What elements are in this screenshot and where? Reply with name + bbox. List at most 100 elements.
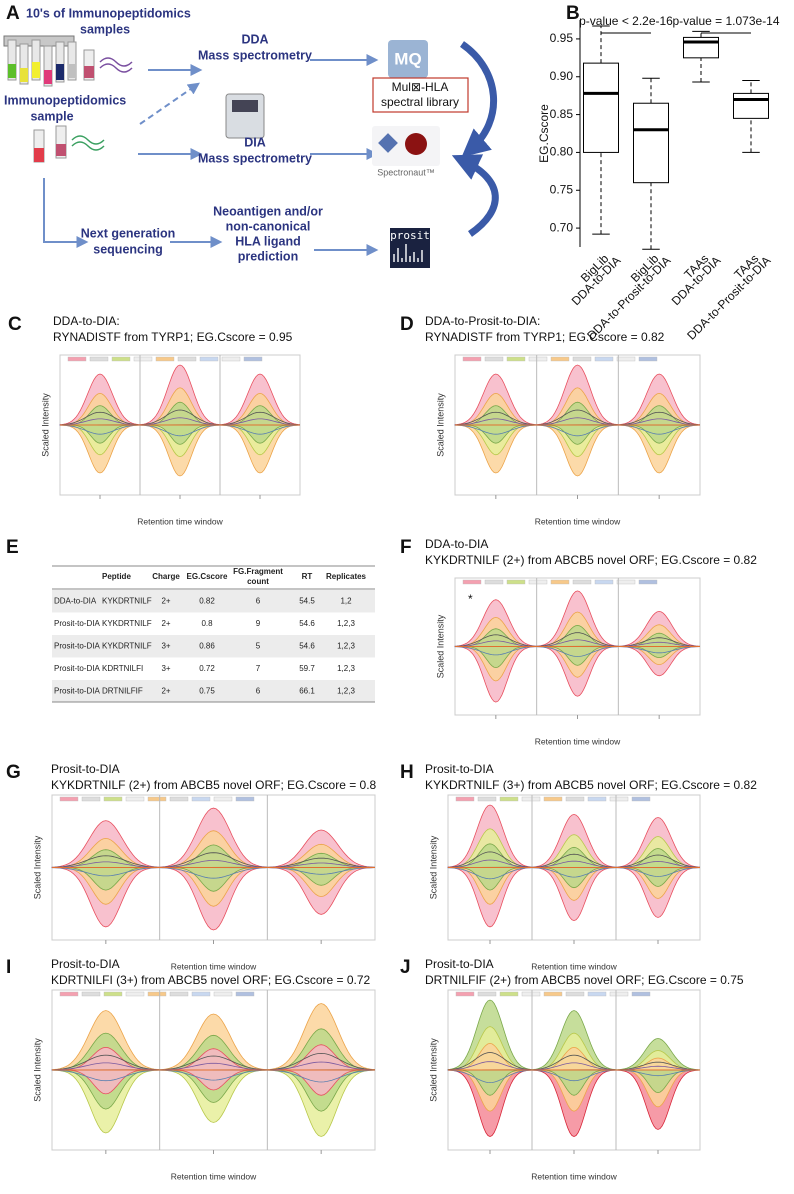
table-cell: 0.75 — [199, 687, 215, 696]
trace-line — [51, 1069, 160, 1082]
legend-swatch — [506, 356, 526, 362]
legend-swatch — [565, 796, 585, 802]
table-cell: 54.6 — [299, 642, 315, 651]
trace-line — [159, 852, 268, 868]
table-cell: 1,2,3 — [337, 619, 355, 628]
trace-line — [159, 860, 268, 868]
trace-line — [266, 1061, 376, 1071]
trace-line — [615, 1069, 701, 1077]
legend-swatch — [521, 991, 541, 997]
table-header: RT — [302, 572, 313, 581]
panel-title: KYKDRTNILF (2+) from ABCB5 novel ORF; EG… — [425, 553, 757, 567]
legend-swatch — [609, 991, 629, 997]
table-cell: 2+ — [161, 619, 170, 628]
table-cell: 0.82 — [199, 597, 215, 606]
panel-title: RYNADISTF from TYRP1; EG.Cscore = 0.95 — [53, 330, 293, 344]
y-axis-label: Scaled Intensity — [32, 1038, 42, 1102]
trace-line — [266, 862, 376, 868]
trace-line — [159, 1062, 268, 1071]
trace-line — [531, 860, 617, 868]
workflow-text: 10's of Immunopeptidomics — [26, 6, 191, 20]
legend-swatch — [235, 991, 255, 997]
panel-letter: J — [400, 957, 411, 978]
trace-line — [617, 424, 701, 435]
trace-line — [59, 424, 141, 435]
legend-swatch — [484, 356, 504, 362]
trace-line — [447, 1069, 533, 1084]
legend-swatch — [199, 356, 219, 362]
table-row-bg — [52, 680, 375, 703]
panel-title: KDRTNILFI (3+) from ABCB5 novel ORF; EG.… — [51, 973, 371, 987]
trace-line — [447, 1061, 533, 1071]
trace-line — [536, 639, 619, 647]
workflow-text: samples — [80, 22, 130, 36]
panel-letter: A — [6, 3, 20, 24]
trace-line — [617, 641, 701, 647]
workflow-text: Next generation — [81, 226, 175, 240]
trace-line — [536, 424, 619, 437]
trace-line — [447, 867, 533, 880]
workflow-text: DDA — [241, 32, 268, 46]
library-text: Mul⊠-HLA — [392, 80, 449, 94]
trace-line — [615, 854, 701, 868]
legend-swatch — [125, 991, 145, 997]
table-cell: Prosit-to-DIA — [54, 642, 100, 651]
table-cell: 54.5 — [299, 597, 315, 606]
legend-swatch — [550, 579, 570, 585]
table-cell: 0.86 — [199, 642, 215, 651]
legend-swatch — [455, 796, 475, 802]
trace-line — [531, 867, 617, 878]
legend-swatch — [103, 796, 123, 802]
x-axis-label: Retention time window — [535, 516, 621, 526]
legend-swatch — [462, 579, 482, 585]
legend-swatch — [191, 991, 211, 997]
table-cell: 0.72 — [199, 664, 215, 673]
legend-swatch — [638, 356, 658, 362]
legend-swatch — [191, 796, 211, 802]
trace-line — [617, 418, 701, 426]
legend-swatch — [462, 356, 482, 362]
table-cell: Prosit-to-DIA — [54, 619, 100, 628]
legend-swatch — [565, 991, 585, 997]
legend-swatch — [169, 796, 189, 802]
panel-letter: B — [566, 3, 580, 24]
trace-line — [536, 417, 619, 426]
legend-swatch — [235, 796, 255, 802]
x-axis-label: Retention time window — [531, 961, 617, 971]
y-axis-label: Scaled Intensity — [435, 393, 445, 457]
legend-swatch — [477, 796, 497, 802]
table-cell: 2+ — [161, 687, 170, 696]
legend-swatch — [587, 796, 607, 802]
trace-line — [266, 1069, 376, 1083]
legend-swatch — [125, 796, 145, 802]
legend-swatch — [111, 356, 131, 362]
trace-line — [454, 411, 537, 426]
legend-swatch — [543, 991, 563, 997]
legend-swatch — [133, 356, 153, 362]
table-header: EG.Cscore — [187, 572, 228, 581]
x-axis-label: Retention time window — [137, 516, 223, 526]
legend-swatch — [81, 991, 101, 997]
trace-line — [531, 1054, 617, 1071]
panel-title: RYNADISTF from TYRP1; EG.Cscore = 0.82 — [425, 330, 665, 344]
panel-letter: C — [8, 314, 22, 335]
table-cell: 54.6 — [299, 619, 315, 628]
legend-swatch — [572, 356, 592, 362]
trace-line — [447, 851, 533, 868]
table-cell: 6 — [256, 597, 261, 606]
y-tick-label: 0.75 — [550, 182, 574, 196]
legend-swatch — [89, 356, 109, 362]
annotation: p-value < 2.2e-16 — [579, 14, 673, 28]
tube-rack — [3, 35, 77, 87]
panel-title: KYKDRTNILF (3+) from ABCB5 novel ORF; EG… — [425, 778, 757, 792]
table-cell: 6 — [256, 687, 261, 696]
workflow-text: Neoantigen and/or — [213, 204, 323, 218]
x-axis-label: Retention time window — [535, 736, 621, 746]
panel-title: KYKDRTNILF (2+) from ABCB5 novel ORF; EG… — [51, 778, 377, 792]
y-tick-label: 0.80 — [550, 145, 574, 159]
legend-swatch — [155, 356, 175, 362]
y-tick-label: 0.70 — [550, 220, 574, 234]
trace-line — [536, 409, 619, 426]
y-tick-label: 0.90 — [550, 69, 574, 83]
